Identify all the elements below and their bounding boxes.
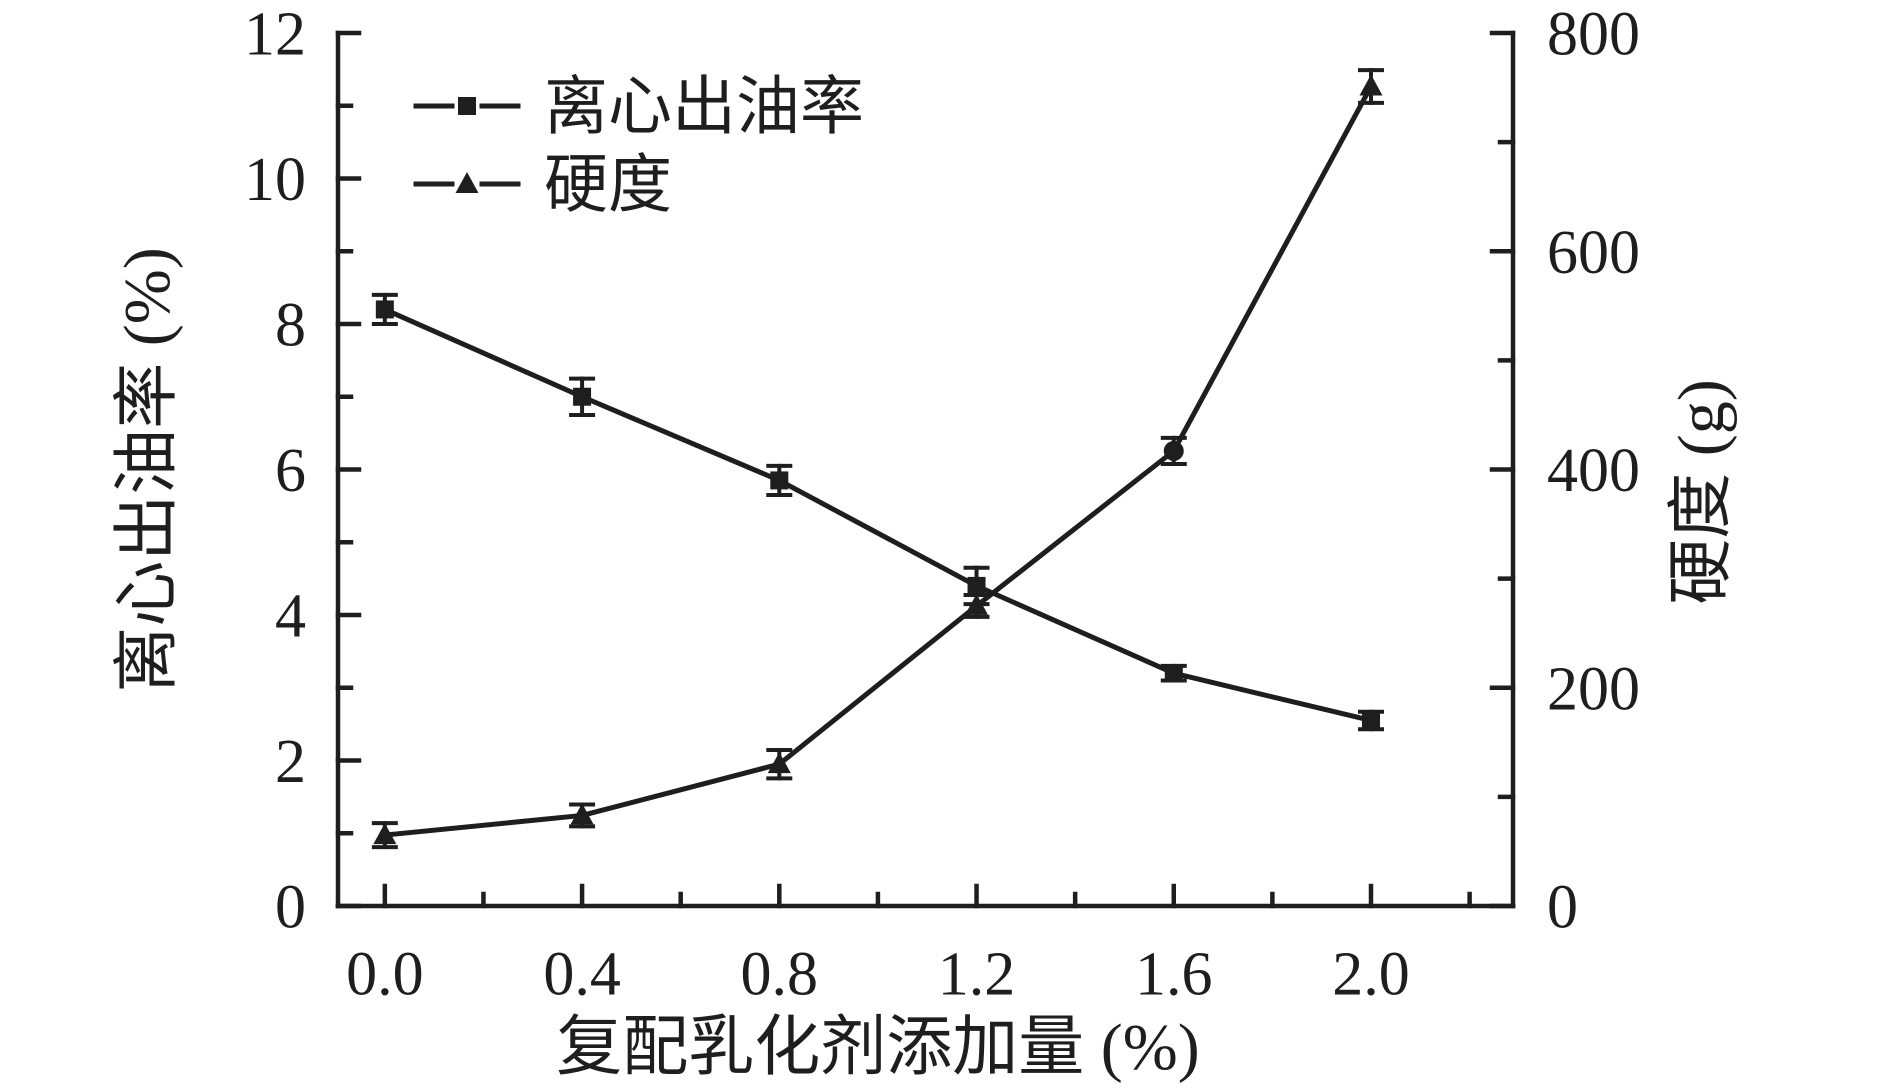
legend-key-marker <box>455 172 479 193</box>
right-axis-title: 硬度 (g) <box>1665 379 1738 604</box>
series-oil-marker <box>967 576 986 595</box>
series-oil-marker <box>1361 711 1380 730</box>
x-axis-tick-label: 0.8 <box>741 941 819 1009</box>
series-hardness-marker <box>1163 440 1184 461</box>
left-axis-tick-label: 6 <box>275 437 306 505</box>
series-hardness-marker <box>1359 74 1383 96</box>
x-axis-tick-label: 0.0 <box>346 941 424 1009</box>
right-axis-tick-label: 0 <box>1547 874 1578 942</box>
x-axis-title: 复配乳化剂添加量 (%) <box>556 1011 1199 1084</box>
series-hardness-line <box>384 85 1374 838</box>
series-oil-marker <box>375 300 394 319</box>
series-hardness-marker <box>965 593 989 615</box>
left-axis-title: 离心出油率 (%) <box>111 247 184 692</box>
series-oil-marker <box>1164 664 1183 683</box>
x-axis-tick-label: 1.6 <box>1135 941 1213 1009</box>
right-axis-tick-label: 200 <box>1547 655 1640 723</box>
left-axis-tick-label: 12 <box>244 1 306 69</box>
left-axis-tick-label: 8 <box>275 292 306 360</box>
left-axis-tick-label: 0 <box>275 874 306 942</box>
left-axis-tick-label: 10 <box>244 146 306 214</box>
x-axis-tick-label: 2.0 <box>1332 941 1410 1009</box>
series-hardness-marker <box>373 823 397 845</box>
right-axis-tick-label: 600 <box>1547 219 1640 287</box>
x-axis-tick-label: 1.2 <box>938 941 1016 1009</box>
series-hardness-marker <box>767 752 791 774</box>
legend-key-marker <box>458 97 476 115</box>
right-axis-tick-label: 400 <box>1547 437 1640 505</box>
series-hardness-marker <box>570 803 594 825</box>
legend-label: 硬度 <box>544 149 672 220</box>
series-oil-line <box>383 307 1372 723</box>
series-oil-marker <box>770 471 789 490</box>
legend-label: 离心出油率 <box>544 71 864 142</box>
x-axis-tick-label: 0.4 <box>543 941 621 1009</box>
left-axis-tick-label: 4 <box>275 583 306 651</box>
left-axis-tick-label: 2 <box>275 728 306 796</box>
right-axis-tick-label: 800 <box>1547 1 1640 69</box>
series-oil-marker <box>573 387 592 406</box>
